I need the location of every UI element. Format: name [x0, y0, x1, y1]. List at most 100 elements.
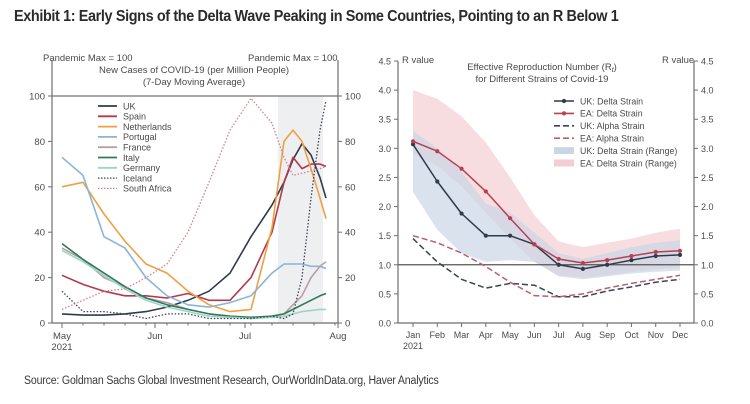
series-line-portugal	[61, 156, 327, 308]
right-chart-title-sub: t	[612, 67, 615, 74]
range-band-ea-delta-strain-range	[413, 90, 680, 278]
y-tick-label-left: 0.5	[378, 289, 391, 299]
data-point-ea-delta-strain	[629, 253, 634, 259]
y-tick-label-left: 80	[34, 137, 45, 148]
legend-label-ea-alpha-strain: EA: Alpha Strain	[580, 134, 644, 144]
y-tick-label-left: 40	[34, 228, 45, 239]
data-point-uk-delta-strain	[556, 262, 561, 267]
y-tick-label-left: 2.0	[378, 202, 391, 212]
y-tick-label-left: 20	[34, 273, 45, 284]
y-tick-label-left: 60	[34, 182, 45, 193]
x-tick-sublabel: 2021	[403, 341, 423, 351]
right-chart-title: Effective Reproduction Number (Rt)	[467, 62, 617, 74]
series-line-ea-delta-strain	[412, 140, 681, 264]
x-tick-label: Sep	[599, 330, 615, 340]
y-tick-label-right: 1.0	[701, 260, 714, 270]
legend-label-italy: Italy	[123, 153, 140, 163]
right-chart-title-line2: for Different Strains of Covid-19	[476, 74, 609, 85]
left-legend: UKSpainNetherlandsPortugalFranceItalyGer…	[98, 101, 172, 194]
data-point-ea-delta-strain	[435, 149, 440, 154]
shaded-region	[278, 96, 323, 323]
x-tick-label: Jan	[406, 330, 421, 340]
series-line-germany	[61, 249, 326, 320]
x-tick-label: Aug	[575, 330, 591, 340]
r-right-y-axis-label: R value	[662, 55, 694, 66]
y-tick-label-right: 0	[345, 319, 350, 330]
x-tick-label: Jun	[527, 330, 542, 340]
data-point-ea-delta-strain	[556, 256, 561, 262]
y-tick-label-left: 4.5	[378, 57, 391, 67]
data-point-uk-delta-strain	[677, 252, 683, 257]
y-tick-label-right: 3.0	[701, 144, 714, 154]
right-chart-title-main: Effective Reproduction Number (R	[467, 62, 612, 73]
range-bands-group	[413, 90, 680, 280]
y-tick-label-right: 1.5	[701, 231, 714, 241]
data-point-uk-delta-strain	[507, 233, 513, 238]
left-series-group	[61, 97, 327, 320]
series-line-uk-delta-strain	[412, 143, 681, 270]
series-line-ea-alpha-strain	[412, 234, 681, 298]
data-point-ea-delta-strain	[507, 216, 513, 221]
left-y-axis-label: Pandemic Max = 100	[43, 53, 133, 64]
y-tick-label-right: 4.5	[701, 57, 714, 67]
x-tick-label: Dec	[672, 330, 689, 340]
legend-label-uk-alpha-strain: UK: Alpha Strain	[580, 121, 645, 131]
y-tick-label-right: 2.5	[701, 173, 714, 183]
legend-label-uk-delta-strain-range: UK: Delta Strain (Range)	[580, 146, 677, 156]
left-chart-subtitle: (7-Day Moving Average)	[143, 77, 245, 88]
y-tick-label-right: 40	[345, 228, 356, 239]
legend-label-netherlands: Netherlands	[123, 122, 172, 132]
right-series-group	[410, 139, 683, 298]
data-point-ea-delta-strain	[410, 139, 416, 144]
legend-label-iceland: Iceland	[123, 173, 152, 183]
y-tick-label-left: 2.5	[378, 173, 391, 183]
legend-label-ea-delta-strain: EA: Delta Strain	[580, 109, 643, 119]
y-tick-label-right: 20	[345, 273, 356, 284]
y-tick-label-left: 3.5	[378, 115, 391, 125]
y-tick-label-left: 100	[29, 92, 45, 103]
x-tick-label: Jun	[147, 331, 162, 342]
x-tick-label: Oct	[624, 330, 639, 340]
series-line-uk-alpha-strain	[412, 238, 681, 298]
data-point-uk-delta-strain	[653, 253, 658, 259]
legend-marker-ea-delta-strain	[561, 111, 567, 116]
data-point-uk-delta-strain	[605, 262, 610, 267]
y-tick-label-left: 0	[40, 319, 45, 330]
data-point-ea-delta-strain	[532, 242, 537, 247]
y-tick-label-right: 0.5	[701, 289, 714, 299]
y-tick-label-right: 3.5	[701, 115, 714, 125]
y-tick-label-left: 1.0	[378, 260, 391, 270]
right-legend: UK: Delta Strain EA: Delta Strain UK: Alph…	[554, 96, 677, 168]
data-point-uk-delta-strain	[435, 179, 440, 184]
legend-marker-uk-delta-strain	[561, 98, 567, 104]
series-line-spain	[61, 156, 327, 302]
legend-label-germany: Germany	[123, 163, 161, 173]
data-point-ea-delta-strain	[459, 166, 464, 171]
legend-label-portugal: Portugal	[123, 132, 157, 142]
x-tick-label: Mar	[454, 330, 470, 340]
data-point-uk-delta-strain	[483, 233, 488, 238]
y-tick-label-right: 0.0	[701, 319, 714, 329]
legend-label-france: France	[123, 143, 151, 153]
source-note: Source: Goldman Sachs Global Investment …	[24, 375, 439, 387]
y-tick-label-right: 2.0	[701, 202, 714, 212]
x-tick-label: May	[53, 331, 71, 342]
data-point-uk-delta-strain	[629, 258, 634, 263]
x-tick-label: Jul	[239, 331, 251, 342]
y-tick-label-right: 4.0	[701, 86, 714, 96]
data-point-ea-delta-strain	[483, 189, 488, 194]
right-chart-r-value: 0.0 0.0 0.5 0.5 1.0 1.0 1.5 1.5 2.0 2.0 2.5 2.5 3.0 3…	[378, 55, 713, 351]
legend-label-south-africa: South Africa	[123, 184, 172, 194]
legend-label-uk: UK	[123, 101, 136, 111]
x-tick-label: Apr	[479, 330, 493, 340]
series-line-uk	[61, 142, 327, 316]
y-tick-label-right: 100	[345, 92, 361, 103]
y-tick-label-right: 60	[345, 182, 356, 193]
data-point-uk-delta-strain	[459, 211, 464, 216]
data-point-ea-delta-strain	[653, 249, 658, 255]
data-point-ea-delta-strain	[580, 260, 586, 266]
x-tick-label: Nov	[648, 330, 665, 340]
